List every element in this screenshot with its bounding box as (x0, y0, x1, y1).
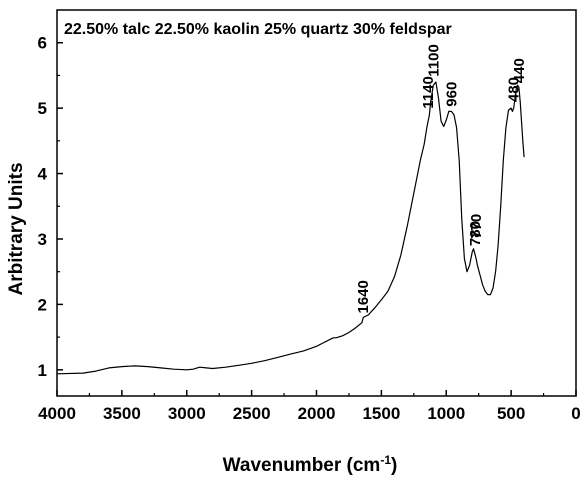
y-tick-label: 4 (38, 165, 48, 184)
x-tick-label: 0 (571, 404, 580, 423)
x-tick-label: 1000 (427, 404, 465, 423)
y-tick-label: 6 (38, 34, 47, 53)
y-tick-label: 5 (38, 99, 47, 118)
peak-label: 480 (506, 77, 523, 102)
peak-label: 1100 (425, 44, 442, 77)
x-tick-label: 4000 (38, 404, 76, 423)
y-tick-label: 1 (38, 361, 47, 380)
y-axis-title: Arbitrary Units (6, 162, 27, 295)
peak-label: 1640 (355, 280, 372, 313)
x-axis-title-superscript: -1 (380, 453, 391, 467)
x-axis-title-close: ) (391, 455, 397, 476)
series-group (56, 81, 525, 375)
x-axis-ticks: 4000 3500 3000 2500 2000 1500 1000 500 0 (38, 390, 581, 423)
peak-label: 960 (443, 82, 460, 107)
y-tick-label: 3 (38, 230, 47, 249)
x-axis-title-main: Wavenumber (cm (223, 455, 381, 476)
peak-label: 780 (467, 221, 484, 246)
x-tick-label: 3000 (168, 404, 206, 423)
x-tick-label: 3500 (103, 404, 141, 423)
x-tick-label: 2500 (233, 404, 271, 423)
plot-frame (56, 9, 577, 397)
x-tick-label: 2000 (298, 404, 336, 423)
spectrum-line (56, 81, 525, 375)
peak-label: 770 (468, 214, 485, 239)
y-tick-label: 2 (38, 295, 47, 314)
x-axis-title: Wavenumber (cm-1) (223, 453, 398, 476)
x-tick-label: 1500 (362, 404, 400, 423)
chart-title: 22.50% talc 22.50% kaolin 25% quartz 30%… (64, 21, 452, 38)
peak-label: 440 (511, 58, 528, 83)
axes (56, 9, 577, 397)
y-axis-ticks: 1 2 3 4 5 6 (38, 34, 63, 380)
x-tick-label: 500 (497, 404, 525, 423)
peak-label: 1140 (420, 76, 437, 109)
